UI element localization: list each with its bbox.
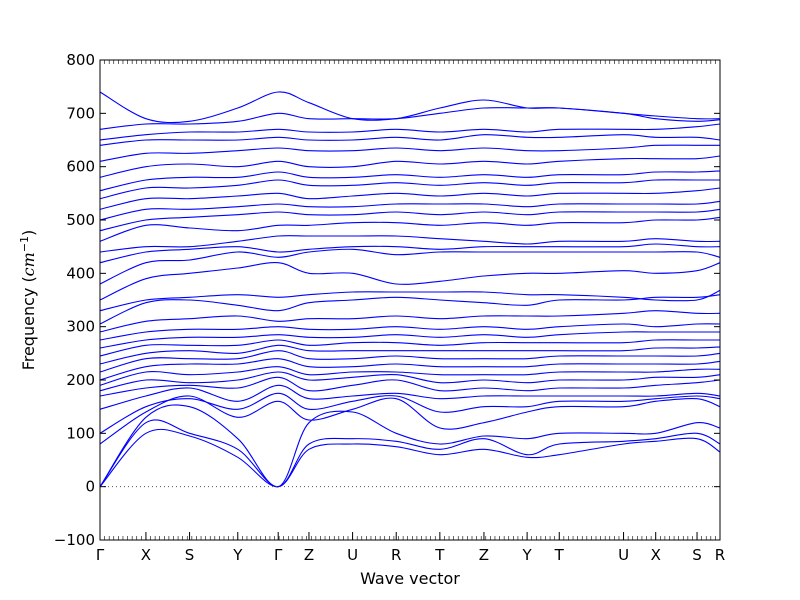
y-axis-label-exponent: −1 — [18, 236, 31, 252]
x-tick-label: U — [618, 546, 629, 564]
band-line-6 — [99, 384, 721, 410]
band-line-20 — [99, 248, 721, 285]
x-tick-label: T — [434, 546, 445, 564]
band-line-28 — [99, 170, 721, 192]
y-tick-label: 0 — [85, 478, 95, 496]
minor-ticks — [99, 60, 721, 540]
y-tick-label: 100 — [66, 424, 95, 442]
band-line-33 — [99, 107, 721, 130]
band-line-15 — [99, 323, 721, 341]
band-line-32 — [99, 123, 721, 141]
x-tick-label: X — [651, 546, 661, 564]
band-line-10 — [99, 358, 721, 381]
band-line-18 — [99, 289, 721, 312]
x-tick-label: Z — [479, 546, 489, 564]
band-line-24 — [99, 208, 721, 232]
band-lines — [99, 91, 721, 488]
band-line-8 — [99, 371, 721, 392]
y-tick-label: 400 — [66, 264, 95, 282]
x-tick-label: R — [715, 546, 725, 564]
x-tick-label: Γ — [274, 546, 283, 564]
band-line-19 — [99, 262, 721, 301]
x-tick-label: U — [347, 546, 358, 564]
band-line-1 — [99, 428, 721, 488]
x-tick-label: T — [554, 546, 565, 564]
band-line-3 — [99, 404, 721, 488]
x-tick-label: X — [141, 546, 151, 564]
x-tick-label: Γ — [96, 546, 105, 564]
band-line-9 — [99, 366, 721, 386]
band-line-21 — [99, 243, 721, 264]
band-line-2 — [99, 419, 721, 488]
y-axis-label-text: Frequency ( — [19, 276, 38, 370]
band-line-31 — [99, 134, 721, 146]
band-line-29 — [99, 155, 721, 178]
band-line-13 — [99, 339, 720, 357]
x-tick-label: S — [185, 546, 195, 564]
band-line-26 — [99, 187, 721, 210]
plot-frame — [99, 59, 721, 541]
x-tick-label: R — [391, 546, 401, 564]
y-tick-label: −100 — [54, 531, 95, 549]
band-line-27 — [99, 179, 720, 200]
band-line-30 — [99, 144, 720, 162]
y-tick-label: 300 — [66, 318, 95, 336]
band-line-11 — [99, 350, 721, 373]
y-axis-label: Frequency (cm−1) — [18, 230, 38, 371]
band-line-22 — [99, 235, 721, 253]
x-tick-label: Z — [304, 546, 314, 564]
y-tick-label: 600 — [66, 158, 95, 176]
band-line-16 — [99, 310, 721, 333]
band-line-25 — [99, 200, 721, 221]
y-tick-label: 500 — [66, 211, 95, 229]
band-line-4 — [99, 395, 721, 445]
y-axis-label-close: ) — [19, 230, 38, 236]
band-line-7 — [99, 376, 721, 397]
x-axis-label: Wave vector — [360, 569, 460, 588]
y-tick-label: 200 — [66, 371, 95, 389]
y-axis-ticks: −100 0 100 200 300 400 500 600 700 800 — [54, 51, 720, 549]
x-tick-label: Y — [232, 546, 243, 564]
x-tick-label: S — [692, 546, 702, 564]
y-axis-label-unit: cm — [19, 252, 38, 276]
band-line-5 — [99, 392, 721, 434]
y-tick-label: 800 — [66, 51, 95, 69]
band-line-23 — [99, 216, 721, 242]
band-line-17 — [99, 294, 721, 325]
band-line-12 — [99, 344, 721, 365]
x-tick-label: Y — [522, 546, 533, 564]
band-line-14 — [99, 331, 720, 349]
y-tick-label: 700 — [66, 104, 95, 122]
band-line-34 — [99, 91, 721, 124]
